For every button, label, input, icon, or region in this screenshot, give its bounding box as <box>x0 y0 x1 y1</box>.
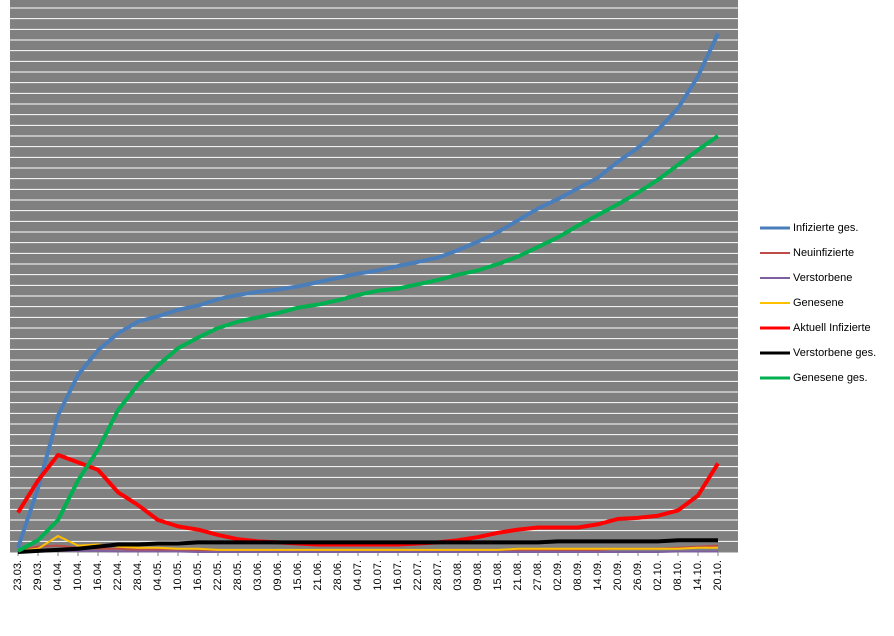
plot-area <box>10 0 738 552</box>
x-tick-label: 28.05. <box>232 560 244 591</box>
x-tick-label: 22.05. <box>212 560 224 591</box>
x-tick-label: 08.10. <box>672 560 684 591</box>
legend-label: Aktuell Infizierte <box>793 322 871 334</box>
x-tick-label: 20.10. <box>712 560 724 591</box>
series-line <box>17 134 720 553</box>
x-tick-label: 03.08. <box>452 560 464 591</box>
x-tick-label: 20.09. <box>612 560 624 591</box>
legend-label: Genesene <box>793 297 844 309</box>
x-tick-label: 15.08. <box>492 560 504 591</box>
x-tick-label: 21.08. <box>512 560 524 591</box>
x-tick-label: 10.05. <box>172 560 184 591</box>
x-tick-label: 04.05. <box>152 560 164 591</box>
series-line <box>17 535 718 552</box>
x-tick-label: 29.03. <box>32 560 44 591</box>
legend-label: Neuinfizierte <box>793 247 854 259</box>
x-tick-label: 16.05. <box>192 560 204 591</box>
x-tick-label: 28.06. <box>332 560 344 591</box>
x-tick-label: 26.09. <box>632 560 644 591</box>
x-tick-label: 08.09. <box>572 560 584 591</box>
x-tick-label: 28.07. <box>432 560 444 591</box>
x-tick-label: 04.07. <box>352 560 364 591</box>
x-tick-label: 14.09. <box>592 560 604 591</box>
x-tick-label: 10.04. <box>72 560 84 591</box>
legend-label: Genesene ges. <box>793 372 868 384</box>
series-line <box>17 549 718 553</box>
series-line <box>17 538 718 554</box>
legend-label: Verstorbene ges. <box>793 347 876 359</box>
legend-label: Verstorbene <box>793 272 852 284</box>
x-tick-label: 09.08. <box>472 560 484 591</box>
x-tick-label: 22.07. <box>412 560 424 591</box>
x-tick-label: 21.06. <box>312 560 324 591</box>
x-tick-label: 10.07. <box>372 560 384 591</box>
x-tick-label: 16.07. <box>392 560 404 591</box>
x-tick-label: 28.04. <box>132 560 144 591</box>
x-tick-label: 14.10. <box>692 560 704 591</box>
x-tick-label: 27.08. <box>532 560 544 591</box>
x-tick-label: 15.06. <box>292 560 304 591</box>
series-line <box>16 32 720 549</box>
legend-label: Infizierte ges. <box>793 222 858 234</box>
series-line <box>16 452 720 547</box>
x-tick-label: 22.04. <box>112 560 124 591</box>
x-tick-label: 09.06. <box>272 560 284 591</box>
x-tick-label: 04.04. <box>52 560 64 591</box>
x-tick-label: 02.09. <box>552 560 564 591</box>
x-tick-label: 03.06. <box>252 560 264 591</box>
x-tick-label: 16.04. <box>92 560 104 591</box>
x-tick-label: 23.03. <box>12 560 24 591</box>
x-tick-label: 02.10. <box>652 560 664 591</box>
